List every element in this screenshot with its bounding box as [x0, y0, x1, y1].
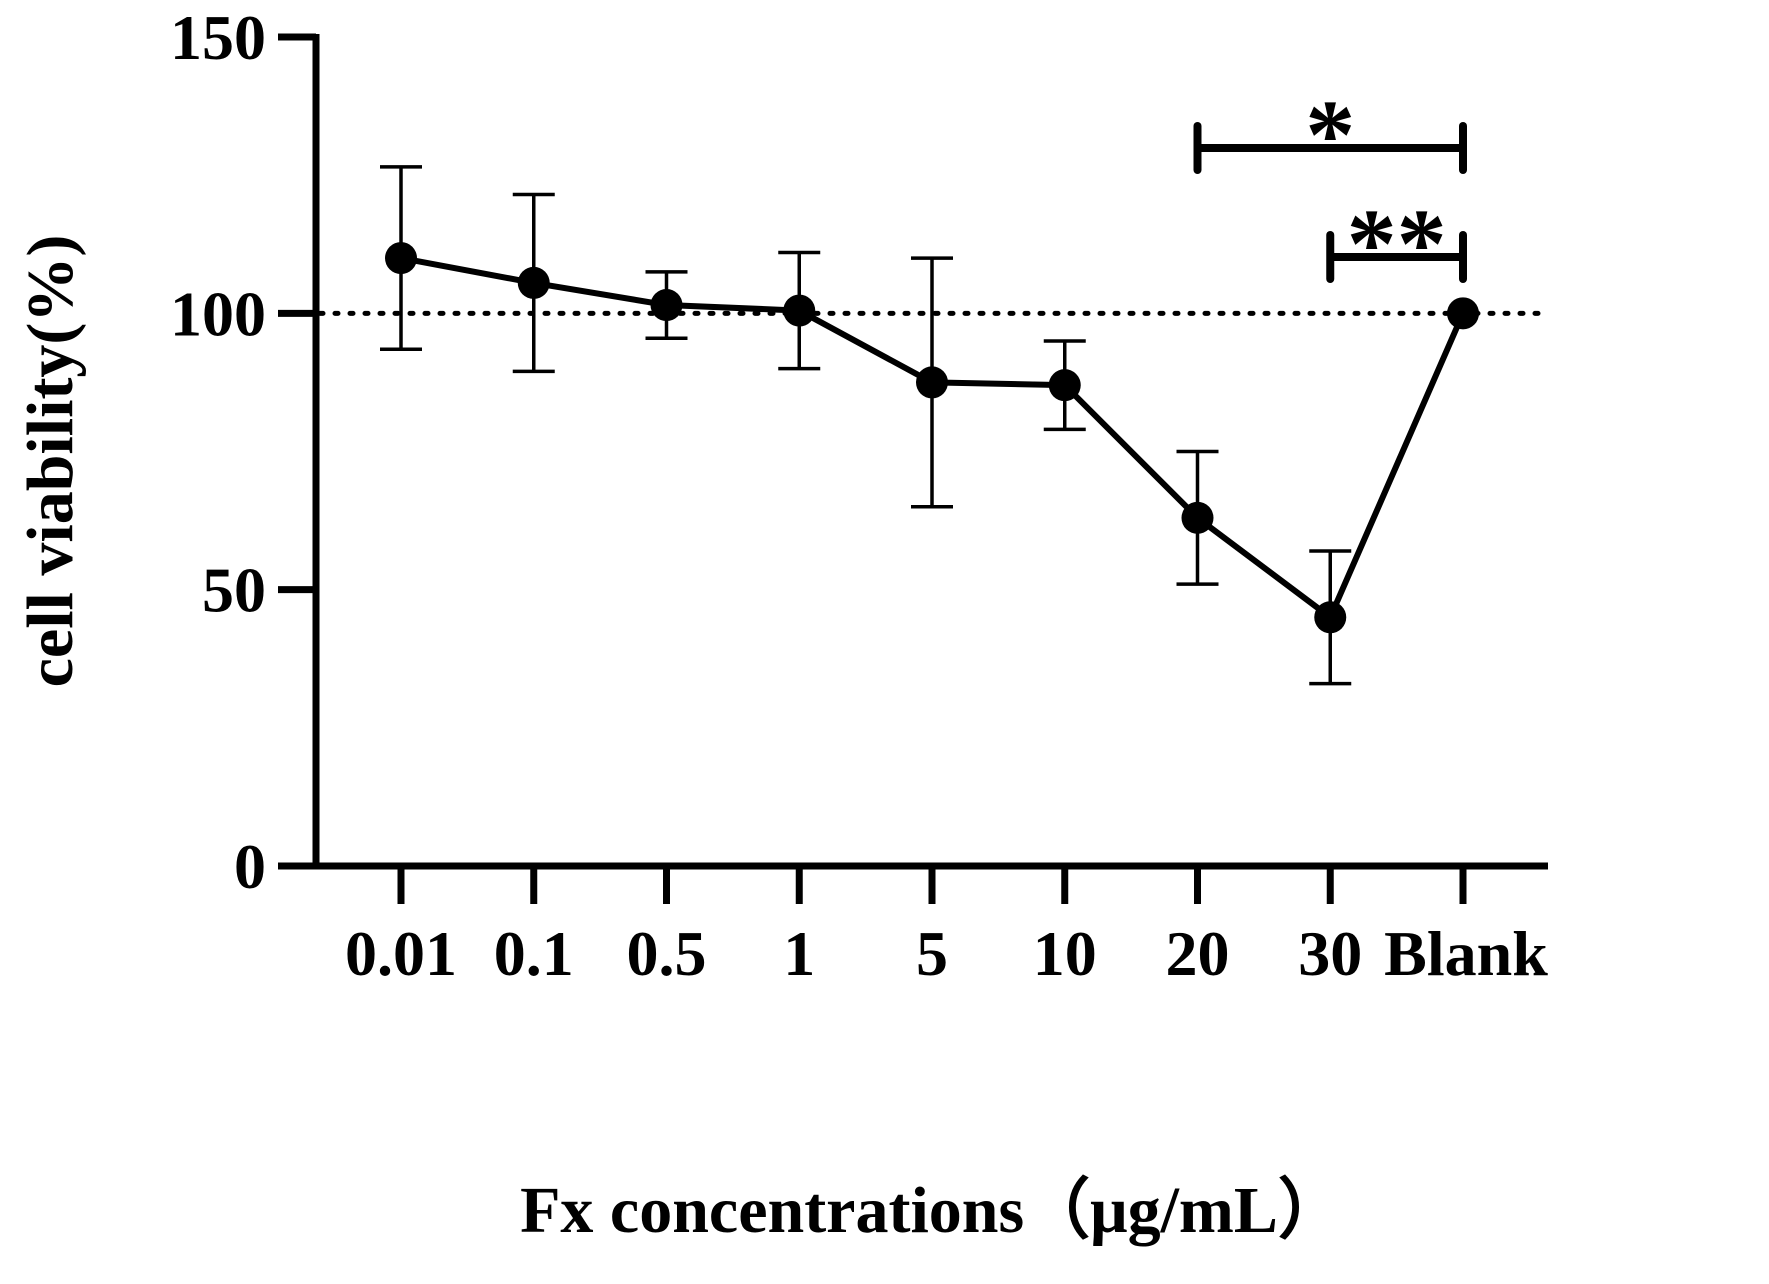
data-point: [385, 242, 417, 275]
data-point: [916, 366, 948, 399]
data-point: [1048, 369, 1081, 402]
data-point: [1181, 501, 1214, 534]
y-tick-label: 50: [202, 555, 266, 626]
x-tick-label: 30: [1298, 918, 1362, 989]
data-points: [385, 242, 1479, 634]
significance-label: **: [1347, 188, 1447, 299]
error-bars: [380, 165, 1352, 686]
y-tick-label: 150: [170, 2, 266, 73]
x-tick-label: 20: [1166, 918, 1230, 989]
x-tick-label: 0.5: [627, 918, 707, 989]
x-axis-title: Fx concentrations（μg/mL）: [520, 1173, 1344, 1247]
axes: [278, 34, 1548, 870]
y-axis-title: cell viability(%): [14, 235, 87, 688]
significance-brackets: ***: [1193, 79, 1467, 299]
data-point: [1447, 297, 1479, 330]
x-tick-label: 0.01: [345, 918, 457, 989]
data-point: [783, 294, 816, 327]
x-tick-label: 10: [1033, 918, 1097, 989]
data-point: [650, 289, 683, 322]
data-point: [517, 266, 550, 299]
x-tick-label: Blank: [1384, 918, 1548, 989]
y-ticks: 0 50 100 150: [170, 2, 316, 902]
significance-label: *: [1305, 79, 1355, 190]
x-ticks: 0.01 0.1 0.5 1 5 10 20 30 Blank: [345, 866, 1548, 989]
y-tick-label: 0: [234, 831, 266, 902]
x-tick-label: 5: [916, 918, 948, 989]
y-tick-label: 100: [170, 278, 266, 349]
data-point: [1314, 601, 1347, 634]
x-tick-label: 1: [783, 918, 815, 989]
x-tick-label: 0.1: [494, 918, 574, 989]
